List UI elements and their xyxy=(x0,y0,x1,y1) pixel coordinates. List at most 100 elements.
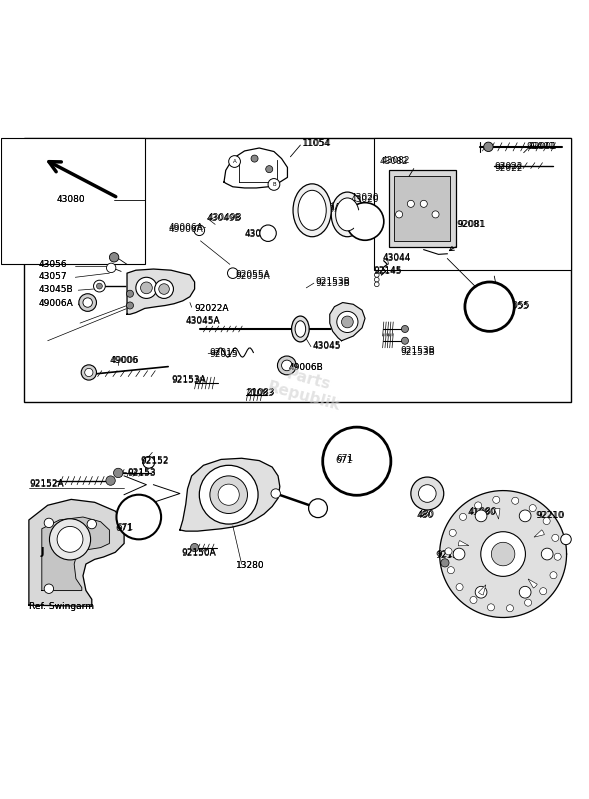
Circle shape xyxy=(155,280,173,299)
Circle shape xyxy=(159,284,170,294)
Text: 92022: 92022 xyxy=(494,162,522,171)
Text: 43020: 43020 xyxy=(350,193,379,202)
Wedge shape xyxy=(495,508,500,519)
Circle shape xyxy=(94,280,105,292)
Text: 13280: 13280 xyxy=(236,561,264,570)
Circle shape xyxy=(251,155,258,162)
Circle shape xyxy=(79,294,97,312)
Text: 671: 671 xyxy=(115,524,133,533)
Circle shape xyxy=(449,529,456,536)
Circle shape xyxy=(375,282,379,287)
Text: 92153B: 92153B xyxy=(315,277,350,287)
Circle shape xyxy=(282,360,292,371)
Circle shape xyxy=(117,495,161,539)
Circle shape xyxy=(554,553,561,560)
Circle shape xyxy=(268,178,280,190)
Text: 49006: 49006 xyxy=(110,356,138,365)
Circle shape xyxy=(408,201,415,208)
Wedge shape xyxy=(528,579,537,588)
Circle shape xyxy=(114,468,123,478)
Circle shape xyxy=(475,510,487,522)
Text: 11054: 11054 xyxy=(302,139,330,149)
Circle shape xyxy=(475,502,482,509)
Text: 92001: 92001 xyxy=(527,142,555,151)
Text: 92153A: 92153A xyxy=(171,375,206,384)
Text: 43080: 43080 xyxy=(57,195,85,205)
Circle shape xyxy=(411,477,444,510)
Text: 480: 480 xyxy=(416,511,434,520)
Circle shape xyxy=(525,599,532,606)
Text: 92145: 92145 xyxy=(374,266,402,275)
Text: 92153B: 92153B xyxy=(401,346,435,356)
Text: 92015: 92015 xyxy=(209,350,238,359)
Text: 43049A: 43049A xyxy=(306,205,341,214)
Circle shape xyxy=(85,368,93,376)
Wedge shape xyxy=(534,530,544,537)
Bar xyxy=(395,177,450,240)
Circle shape xyxy=(448,566,455,574)
Text: 92081: 92081 xyxy=(458,220,487,229)
Text: 92055A: 92055A xyxy=(236,272,270,280)
Circle shape xyxy=(432,211,439,218)
Text: 92210: 92210 xyxy=(535,511,564,520)
Text: 43045: 43045 xyxy=(312,341,340,350)
Polygon shape xyxy=(29,499,124,606)
Ellipse shape xyxy=(292,316,309,342)
Text: 92145: 92145 xyxy=(374,267,402,276)
Circle shape xyxy=(475,586,487,598)
Circle shape xyxy=(136,277,157,299)
Text: 92055A: 92055A xyxy=(236,270,270,280)
Circle shape xyxy=(81,365,97,380)
Text: 671: 671 xyxy=(336,455,353,464)
Text: 92152: 92152 xyxy=(141,457,169,467)
Text: 43049: 43049 xyxy=(244,229,273,238)
Circle shape xyxy=(375,272,379,277)
Bar xyxy=(1,138,145,264)
Text: 21083: 21083 xyxy=(245,388,274,398)
Circle shape xyxy=(323,427,391,495)
Circle shape xyxy=(396,211,403,218)
Text: 21083: 21083 xyxy=(246,388,275,397)
Text: 92001: 92001 xyxy=(528,142,557,151)
Wedge shape xyxy=(478,585,486,595)
Circle shape xyxy=(441,559,449,567)
Text: 49006A: 49006A xyxy=(168,225,203,233)
Circle shape xyxy=(484,142,493,152)
Text: 92022: 92022 xyxy=(494,164,522,173)
Circle shape xyxy=(309,499,327,518)
Polygon shape xyxy=(180,459,280,531)
Text: 92015: 92015 xyxy=(209,348,238,357)
Circle shape xyxy=(529,505,536,511)
Text: 92153B: 92153B xyxy=(401,348,435,357)
Text: 92152A: 92152A xyxy=(29,480,64,489)
Text: 671: 671 xyxy=(117,523,134,532)
Text: 43057: 43057 xyxy=(39,272,68,280)
Bar xyxy=(24,138,571,403)
Circle shape xyxy=(456,583,463,590)
Circle shape xyxy=(543,518,550,524)
Circle shape xyxy=(420,201,427,208)
Text: 43049B: 43049B xyxy=(206,214,241,223)
Circle shape xyxy=(481,531,525,576)
Circle shape xyxy=(337,312,358,332)
Text: 49006: 49006 xyxy=(111,356,139,364)
Circle shape xyxy=(229,156,240,168)
Ellipse shape xyxy=(293,184,331,237)
Text: J: J xyxy=(41,547,44,557)
Text: 480: 480 xyxy=(418,511,435,519)
Text: Parts
Republik: Parts Republik xyxy=(266,363,347,413)
Text: 43056: 43056 xyxy=(39,260,68,268)
Circle shape xyxy=(552,535,559,542)
Text: 92152A: 92152A xyxy=(29,479,64,488)
Text: 49006A: 49006A xyxy=(39,299,74,308)
Text: 92055: 92055 xyxy=(501,301,530,310)
Wedge shape xyxy=(458,540,469,546)
Text: 43057: 43057 xyxy=(39,272,68,280)
Circle shape xyxy=(375,277,379,282)
Text: 92022A: 92022A xyxy=(194,304,229,313)
Text: 92150A: 92150A xyxy=(181,549,216,558)
Circle shape xyxy=(561,534,571,545)
Text: 92153: 92153 xyxy=(127,468,155,477)
Circle shape xyxy=(352,209,378,234)
Text: 43045A: 43045A xyxy=(186,317,220,327)
